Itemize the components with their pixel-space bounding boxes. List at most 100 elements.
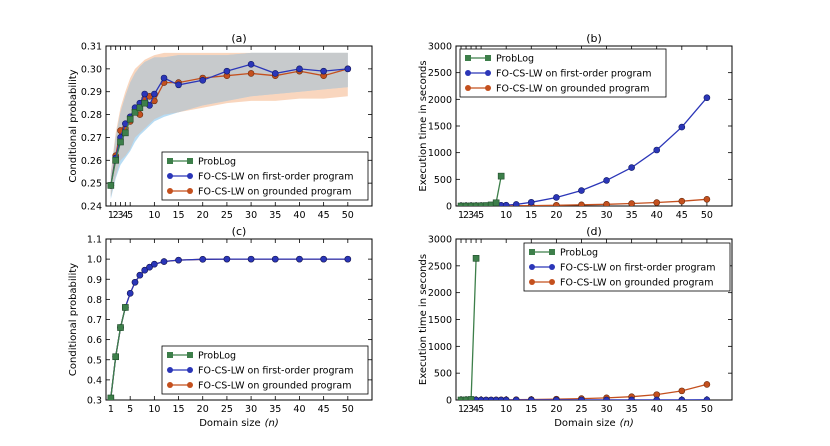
legend-label-gr: FO-CS-LW on grounded program xyxy=(560,278,713,289)
x-tick-label: 1 xyxy=(458,404,464,415)
data-point-problog xyxy=(457,396,465,400)
x-tick-label: 50 xyxy=(342,404,354,415)
x-tick-label: 25 xyxy=(221,404,233,415)
data-point-fo xyxy=(151,260,158,268)
x-tick-label: 25 xyxy=(575,210,587,221)
series-line-problog xyxy=(110,307,126,399)
legend-label-fo: FO-CS-LW on first-order program xyxy=(198,366,353,377)
legend-marker-gr xyxy=(187,382,193,388)
data-point-gr xyxy=(603,200,610,206)
band-overlap xyxy=(110,52,348,197)
y-tick-label: 0.5 xyxy=(87,355,102,366)
x-tick-label: 30 xyxy=(600,404,612,415)
x-axis-label: Domain size (n) xyxy=(199,418,279,429)
data-point-gr xyxy=(678,387,686,395)
data-point-gr xyxy=(703,381,711,388)
x-tick-label: 45 xyxy=(318,210,330,221)
x-tick-label: 35 xyxy=(269,404,281,415)
legend-label-problog: ProbLog xyxy=(560,248,598,259)
data-point-gr xyxy=(247,70,255,77)
data-point-fo xyxy=(223,67,231,75)
data-point-fo xyxy=(271,255,279,263)
legend-marker-problog xyxy=(187,352,193,358)
legend-box xyxy=(161,151,369,201)
legend-marker-gr xyxy=(485,85,491,91)
data-point-fo xyxy=(703,396,711,400)
data-point-fo xyxy=(131,278,139,286)
legend-marker-fo xyxy=(549,264,555,270)
data-point-fo xyxy=(160,258,168,265)
data-point-fo xyxy=(527,396,535,400)
legend-marker-problog xyxy=(167,352,173,358)
data-point-fo xyxy=(136,271,144,279)
x-tick-label: 5 xyxy=(127,210,133,221)
x-tick-label: 50 xyxy=(701,210,713,221)
data-point-gr xyxy=(578,201,585,206)
data-point-gr xyxy=(678,197,686,205)
data-point-problog xyxy=(472,255,480,262)
x-tick-label: 15 xyxy=(172,404,184,415)
x-tick-label: 15 xyxy=(525,210,537,221)
data-point-fo xyxy=(141,90,148,98)
data-point-fo xyxy=(320,67,327,75)
x-tick-label: 3 xyxy=(117,210,123,221)
x-tick-label: 30 xyxy=(600,210,612,221)
legend-label-problog: ProbLog xyxy=(198,157,236,168)
y-tick-label: 0.25 xyxy=(81,179,102,190)
y-tick-label: 2000 xyxy=(428,288,452,299)
legend-marker-problog xyxy=(187,158,193,164)
series-group xyxy=(457,255,711,400)
data-point-problog xyxy=(122,129,129,137)
y-tick-label: 0 xyxy=(446,396,452,407)
data-point-fo xyxy=(160,74,168,82)
data-point-fo xyxy=(653,146,661,154)
axes-frame xyxy=(105,45,373,207)
data-point-fo xyxy=(512,201,520,206)
y-tick-label: 500 xyxy=(434,369,452,380)
data-point-fo xyxy=(492,396,500,400)
data-point-fo xyxy=(487,396,495,400)
series-group xyxy=(107,60,352,189)
data-point-problog xyxy=(457,202,465,206)
data-point-fo xyxy=(199,256,207,263)
y-tick-label: 0.28 xyxy=(81,110,102,121)
x-tick-label: 25 xyxy=(221,210,233,221)
data-point-fo xyxy=(320,255,327,263)
y-tick-label: 0.24 xyxy=(81,202,102,213)
y-axis-label: Execution time in seconds xyxy=(418,254,429,385)
chart-panel-c: 0.30.40.50.60.70.80.91.01.11 5 10 15 20 25 30 3… xyxy=(68,225,373,429)
y-tick-label: 2500 xyxy=(428,68,452,79)
x-tick-label: 20 xyxy=(197,210,209,221)
x-tick-label: 2 xyxy=(463,404,469,415)
x-tick-label: 3 xyxy=(468,210,474,221)
data-point-problog xyxy=(497,172,505,180)
x-tick-label: 20 xyxy=(197,404,209,415)
y-tick-label: 2500 xyxy=(428,261,452,272)
y-tick-label: 0.8 xyxy=(87,295,102,306)
x-tick-label: 4 xyxy=(473,404,479,415)
data-point-problog xyxy=(462,202,470,206)
data-point-problog xyxy=(492,199,500,206)
y-tick-label: 1500 xyxy=(428,122,452,133)
legend-marker-problog xyxy=(549,249,555,255)
x-axis-label-text: Domain size xyxy=(554,418,615,429)
x-tick-label: 25 xyxy=(575,404,587,415)
x-tick-label: 40 xyxy=(293,210,305,221)
x-tick-label: 35 xyxy=(626,210,638,221)
x-tick-label: 4 xyxy=(473,210,479,221)
data-point-fo xyxy=(578,396,585,400)
x-axis-label-text: Domain size xyxy=(199,418,260,429)
x-tick-label: 15 xyxy=(172,210,184,221)
data-point-fo xyxy=(497,396,505,400)
x-tick-label: 45 xyxy=(676,210,688,221)
data-point-gr xyxy=(653,199,661,206)
data-point-problog xyxy=(136,104,144,112)
legend-marker-problog xyxy=(167,158,173,164)
y-tick-label: 1000 xyxy=(428,342,452,353)
x-tick-label: 10 xyxy=(500,210,512,221)
legend-label-fo: FO-CS-LW on first-order program xyxy=(198,172,353,183)
y-tick-label: 1000 xyxy=(428,148,452,159)
